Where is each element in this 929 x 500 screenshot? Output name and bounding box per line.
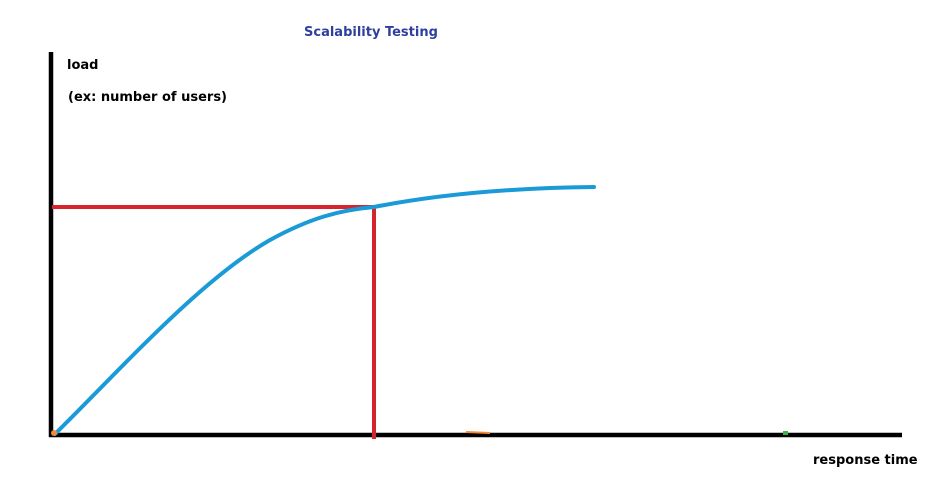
origin-mark — [51, 430, 57, 436]
stray-mark-orange — [465, 431, 491, 434]
stray-mark-green — [783, 431, 788, 435]
x-axis-label: response time — [813, 453, 918, 468]
load-curve — [53, 185, 596, 436]
y-axis-sublabel: (ex: number of users) — [68, 90, 227, 105]
diagram-title: Scalability Testing — [304, 25, 438, 40]
y-axis-label: load — [67, 58, 99, 73]
